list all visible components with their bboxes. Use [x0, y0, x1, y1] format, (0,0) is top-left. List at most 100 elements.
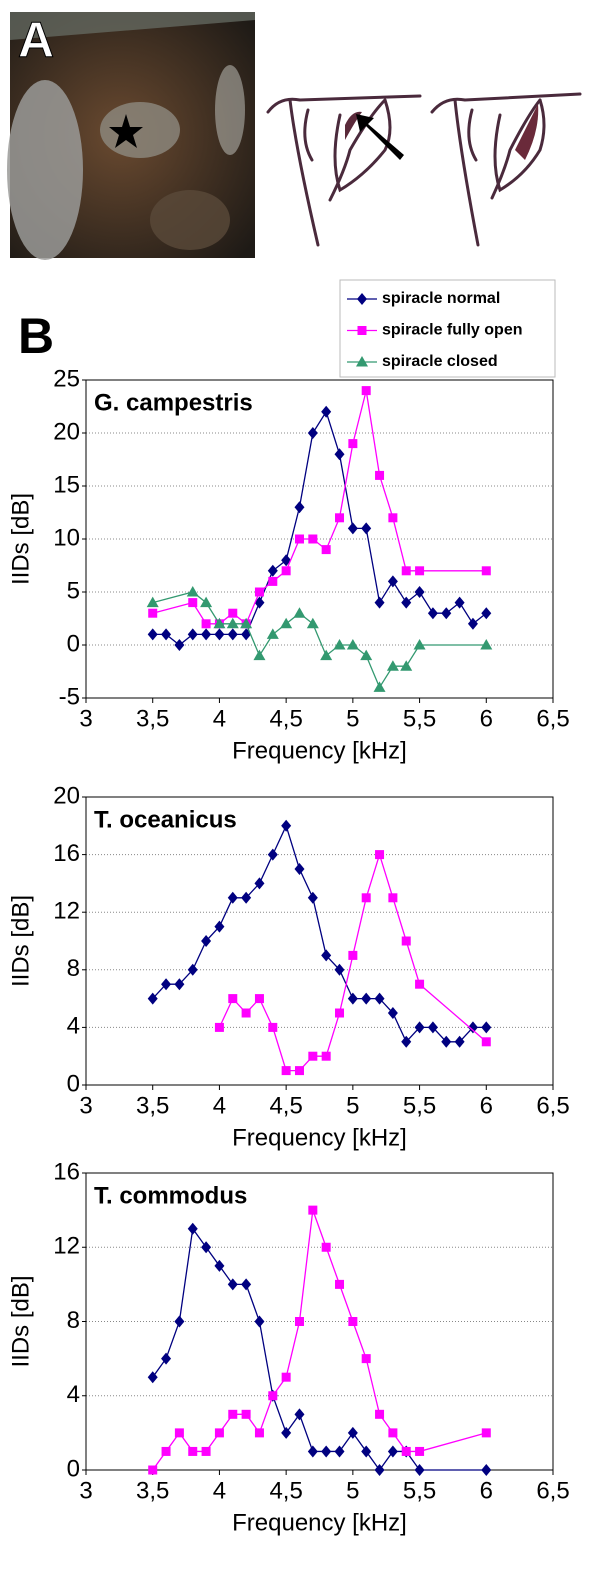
marker — [241, 1409, 251, 1419]
marker — [308, 534, 318, 544]
x-axis-label: Frequency [kHz] — [232, 737, 407, 764]
marker — [335, 513, 345, 523]
marker — [228, 608, 238, 618]
x-tick-label: 6 — [480, 1092, 493, 1119]
marker — [348, 439, 358, 449]
panel-label: B — [18, 308, 54, 364]
marker — [388, 513, 398, 523]
marker — [214, 1428, 224, 1438]
marker — [174, 978, 185, 991]
marker — [201, 1446, 211, 1456]
marker — [388, 1428, 398, 1438]
marker — [227, 1278, 238, 1291]
marker — [347, 522, 358, 535]
marker — [254, 1428, 264, 1438]
marker — [374, 596, 385, 609]
marker — [294, 1408, 305, 1421]
marker — [375, 470, 385, 480]
marker — [241, 1278, 252, 1291]
series-line — [152, 410, 487, 646]
marker — [414, 586, 425, 598]
marker — [401, 596, 412, 609]
marker — [481, 566, 491, 576]
marker — [427, 1021, 438, 1034]
marker — [253, 649, 266, 661]
marker — [481, 1021, 492, 1034]
marker — [161, 1352, 172, 1365]
marker — [306, 617, 319, 629]
marker — [147, 992, 158, 1005]
marker — [268, 1022, 278, 1032]
marker — [387, 1007, 398, 1019]
x-tick-label: 3,5 — [136, 1092, 169, 1119]
marker — [375, 1409, 385, 1419]
marker — [201, 619, 211, 629]
x-tick-label: 3,5 — [136, 1477, 169, 1504]
y-axis-label: IIDs [dB] — [7, 1275, 34, 1367]
marker — [201, 628, 212, 641]
marker — [214, 1259, 225, 1272]
x-tick-label: 6 — [480, 1477, 493, 1504]
y-tick-label: -5 — [59, 683, 80, 710]
marker — [481, 1428, 491, 1438]
marker — [294, 534, 304, 544]
x-axis-label: Frequency [kHz] — [232, 1509, 407, 1536]
marker — [187, 628, 198, 641]
marker — [321, 1051, 331, 1061]
marker — [415, 979, 425, 989]
marker — [161, 1446, 171, 1456]
marker — [401, 936, 411, 946]
legend-label: spiracle fully open — [382, 322, 522, 339]
marker — [281, 1426, 292, 1439]
marker — [454, 1035, 465, 1048]
marker — [333, 639, 346, 650]
marker — [346, 639, 359, 650]
marker — [228, 1409, 238, 1419]
marker — [214, 628, 225, 641]
x-tick-label: 4,5 — [269, 1477, 302, 1504]
y-tick-label: 16 — [53, 1158, 80, 1185]
marker — [214, 920, 225, 933]
chart-title: G. campestris — [94, 389, 253, 416]
x-tick-label: 5 — [346, 1092, 359, 1119]
marker — [293, 607, 306, 618]
marker — [401, 566, 411, 576]
marker — [294, 863, 305, 875]
marker — [174, 1315, 185, 1328]
marker — [334, 1445, 345, 1458]
marker — [201, 935, 212, 947]
x-tick-label: 5,5 — [403, 1477, 436, 1504]
marker — [201, 1241, 212, 1254]
x-tick-label: 6 — [480, 705, 493, 732]
marker — [387, 575, 398, 588]
marker — [281, 819, 292, 832]
marker — [361, 1354, 371, 1364]
y-tick-label: 12 — [53, 1233, 80, 1260]
marker — [254, 596, 265, 609]
y-tick-label: 0 — [67, 1455, 80, 1482]
marker — [348, 950, 358, 960]
marker — [321, 1445, 332, 1458]
marker — [307, 427, 318, 439]
marker — [146, 596, 159, 608]
legend-label: spiracle normal — [382, 290, 500, 307]
x-tick-label: 4,5 — [269, 705, 302, 732]
marker — [267, 564, 278, 577]
marker — [241, 628, 252, 641]
marker — [281, 554, 292, 567]
marker — [321, 405, 332, 418]
chart-title: T. oceanicus — [94, 806, 237, 833]
x-tick-label: 4,5 — [269, 1092, 302, 1119]
marker — [361, 386, 371, 396]
marker — [307, 891, 318, 904]
x-tick-label: 5 — [346, 705, 359, 732]
x-tick-label: 3 — [79, 1477, 92, 1504]
marker — [254, 587, 264, 597]
marker — [357, 293, 367, 305]
marker — [294, 1317, 304, 1326]
marker — [227, 891, 238, 904]
x-tick-label: 5,5 — [403, 705, 436, 732]
marker — [241, 1008, 251, 1018]
